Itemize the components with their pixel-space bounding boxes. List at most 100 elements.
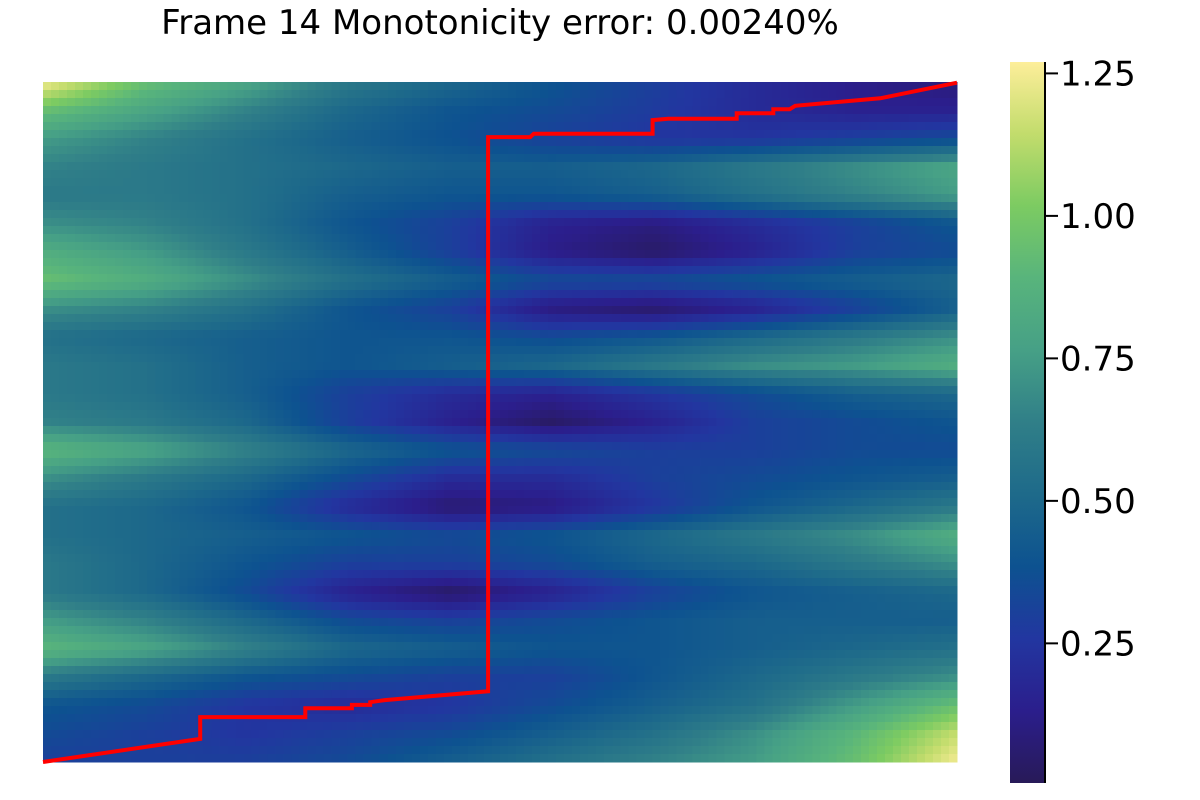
heatmap-cell [427,346,437,355]
heatmap-cell [940,418,950,427]
heatmap-cell [235,154,245,163]
heatmap-cell [676,170,686,179]
heatmap-cell [323,138,333,147]
heatmap-cell [59,410,68,419]
heatmap-cell [812,314,822,323]
heatmap-cell [596,90,605,99]
heatmap-cell [107,354,116,363]
heatmap-cell [860,234,870,243]
heatmap-cell [299,410,309,419]
heatmap-cell [820,250,830,259]
heatmap-cell [828,146,838,155]
heatmap-cell [123,234,132,243]
heatmap-cell [147,394,156,403]
heatmap-cell [532,178,541,187]
heatmap-cell [347,122,357,131]
heatmap-cell [187,274,196,283]
heatmap-cell [475,186,485,195]
heatmap-cell [195,346,204,355]
heatmap-cell [195,354,204,363]
heatmap-cell [387,194,397,203]
heatmap-cell [347,418,357,427]
heatmap-cell [347,226,357,235]
heatmap-cell [299,418,309,427]
heatmap-cell [243,386,253,395]
heatmap-cell [556,186,565,195]
heatmap-cell [636,298,645,307]
heatmap-cell [580,162,589,171]
heatmap-cell [820,322,830,331]
heatmap-cell [299,138,309,147]
heatmap-cell [860,114,870,123]
heatmap-cell [876,346,886,355]
heatmap-cell [852,106,862,115]
heatmap-cell [131,354,140,363]
heatmap-cell [916,210,926,219]
heatmap-cell [315,146,325,155]
heatmap-cell [780,170,790,179]
heatmap-cell [844,258,854,267]
heatmap-cell [628,178,637,187]
heatmap-cell [171,306,180,315]
heatmap-cell [299,106,309,115]
heatmap-cell [411,354,421,363]
heatmap-cell [596,138,605,147]
heatmap-cell [259,202,269,211]
heatmap-cell [339,202,349,211]
heatmap-cell [419,194,429,203]
heatmap-cell [724,130,734,139]
heatmap-cell [99,346,108,355]
heatmap-cell [251,90,261,99]
heatmap-cell [267,266,277,275]
heatmap-cell [508,418,517,427]
heatmap-cell [932,226,942,235]
heatmap-cell [668,346,677,355]
heatmap-cell [612,394,621,403]
heatmap-cell [948,266,958,275]
heatmap-cell [243,234,253,243]
heatmap-cell [548,314,557,323]
heatmap-cell [604,226,613,235]
heatmap-cell [67,282,76,291]
heatmap-cell [251,138,261,147]
heatmap-cell [716,418,726,427]
heatmap-cell [259,146,269,155]
heatmap-cell [812,186,822,195]
heatmap-cell [379,346,389,355]
heatmap-cell [435,210,445,219]
heatmap-cell [203,186,212,195]
heatmap-cell [107,346,116,355]
heatmap-cell [387,322,397,331]
heatmap-cell [179,98,188,107]
heatmap-cell [395,146,405,155]
heatmap-cell [844,314,854,323]
heatmap-cell [732,218,742,227]
heatmap-cell [700,378,710,387]
heatmap-cell [195,274,204,283]
heatmap-cell [203,122,212,131]
heatmap-cell [99,410,108,419]
heatmap-cell [155,154,164,163]
heatmap-cell [876,322,886,331]
heatmap-cell [179,138,188,147]
heatmap-cell [139,346,148,355]
heatmap-cell [796,242,806,251]
heatmap-cell [596,122,605,131]
heatmap-cell [299,250,309,259]
heatmap-cell [876,114,886,123]
heatmap-cell [75,242,84,251]
heatmap-cell [331,162,341,171]
heatmap-cell [259,402,269,411]
heatmap-cell [884,282,894,291]
heatmap-cell [564,194,573,203]
heatmap-cell [491,322,501,331]
heatmap-cell [467,138,477,147]
heatmap-cell [443,194,453,203]
heatmap-cell [435,242,445,251]
heatmap-cell [91,346,100,355]
heatmap-cell [732,402,742,411]
heatmap-cell [580,210,589,219]
heatmap-cell [435,194,445,203]
heatmap-cell [107,426,116,435]
heatmap-cell [852,114,862,123]
